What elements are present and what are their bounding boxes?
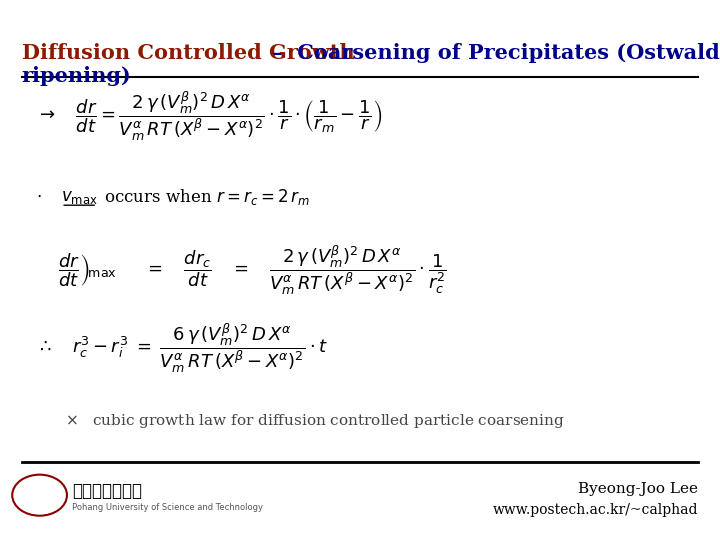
Text: www.postech.ac.kr/~calphad: www.postech.ac.kr/~calphad — [493, 503, 698, 517]
Text: $\rightarrow \quad \dfrac{dr}{dt} = \dfrac{2\,\gamma\,(V_m^{\beta})^2\, D\,X^{\a: $\rightarrow \quad \dfrac{dr}{dt} = \dfr… — [36, 89, 382, 143]
Text: $\left.\dfrac{dr}{dt}\right)_{\!\mathrm{max}}$: $\left.\dfrac{dr}{dt}\right)_{\!\mathrm{… — [58, 251, 117, 289]
Text: $v_{\mathrm{max}}$: $v_{\mathrm{max}}$ — [61, 188, 98, 206]
Text: $\cdot$: $\cdot$ — [36, 188, 43, 206]
Text: occurs when $r = r_c = 2\,r_m$: occurs when $r = r_c = 2\,r_m$ — [99, 187, 310, 207]
Text: Pohang University of Science and Technology: Pohang University of Science and Technol… — [72, 503, 263, 512]
Text: $\times$   cubic growth law for diffusion controlled particle coarsening: $\times$ cubic growth law for diffusion … — [65, 412, 564, 430]
Text: 포항공과대학교: 포항공과대학교 — [72, 482, 142, 500]
Text: Byeong-Joo Lee: Byeong-Joo Lee — [578, 482, 698, 496]
Text: Diffusion Controlled Growth: Diffusion Controlled Growth — [22, 43, 354, 63]
Text: –  Coarsening of Precipitates (Ostwald: – Coarsening of Precipitates (Ostwald — [265, 43, 720, 63]
Text: $\therefore \quad r_c^3 - r_i^3 \;=\; \dfrac{6\,\gamma\,(V_m^{\beta})^2\, D\,X^{: $\therefore \quad r_c^3 - r_i^3 \;=\; \d… — [36, 321, 328, 375]
Text: ripening): ripening) — [22, 66, 131, 86]
Text: $= \quad \dfrac{dr_c}{dt} \quad = \quad \dfrac{2\,\gamma\,(V_m^{\beta})^2\, D\,X: $= \quad \dfrac{dr_c}{dt} \quad = \quad … — [144, 243, 447, 297]
